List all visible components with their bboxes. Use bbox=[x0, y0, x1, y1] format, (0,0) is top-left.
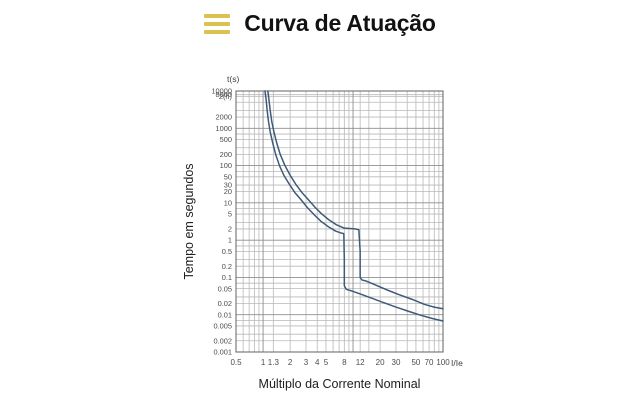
y-tick-label: 1 bbox=[228, 236, 232, 245]
y-tick-label: 2 bbox=[228, 225, 232, 234]
x-tick-label: 12 bbox=[356, 358, 365, 367]
y-tick-label: 2000 bbox=[216, 113, 232, 122]
y-tick-label: 0.001 bbox=[214, 348, 233, 357]
y-tick-label: 10 bbox=[224, 198, 232, 207]
y-tick-label: 0.1 bbox=[222, 273, 232, 282]
y-tick-label: 0.05 bbox=[218, 284, 232, 293]
page-title: Curva de Atuação bbox=[244, 10, 436, 36]
y-tick-label: 10000 bbox=[211, 87, 232, 96]
hamburger-bar-2 bbox=[204, 21, 231, 26]
grid-minor-layer bbox=[235, 91, 443, 352]
x-tick-label: 100 bbox=[436, 358, 450, 367]
y-axis-title: Tempo em segundos bbox=[182, 163, 196, 279]
hamburger-bar-3 bbox=[204, 29, 231, 34]
y-tick-label: 2(h) bbox=[219, 92, 232, 101]
x-tick-label: 0.5 bbox=[230, 358, 242, 367]
hamburger-menu-icon[interactable] bbox=[204, 13, 231, 34]
x-tick-label: 8 bbox=[342, 358, 347, 367]
x-tick-label: 3 bbox=[304, 358, 309, 367]
y-tick-label: 0.01 bbox=[218, 310, 232, 319]
hamburger-bar-1 bbox=[204, 13, 231, 18]
y-tick-label: 1000 bbox=[216, 124, 232, 133]
y-axis-unit-label: t(s) bbox=[227, 74, 240, 84]
upper-boundary-curve bbox=[267, 90, 444, 310]
y-tick-label: 0.002 bbox=[214, 336, 233, 345]
y-tick-label: 500 bbox=[220, 135, 232, 144]
y-tick-label: 30 bbox=[224, 181, 232, 190]
x-tick-label: 30 bbox=[392, 358, 401, 367]
x-axis-unit-label: I/Ie bbox=[451, 358, 463, 368]
y-tick-label: 100 bbox=[220, 161, 232, 170]
y-tick-label: 8000 bbox=[216, 90, 232, 99]
x-tick-label: 50 bbox=[411, 358, 420, 367]
x-tick-label: 1 bbox=[261, 358, 266, 367]
y-tick-label: 5 bbox=[228, 210, 232, 219]
y-tick-label: 20 bbox=[224, 187, 232, 196]
x-axis-title: Múltiplo da Corrente Nominal bbox=[259, 377, 421, 391]
x-tick-label: 1.3 bbox=[268, 358, 280, 367]
trip-curves-layer bbox=[264, 90, 444, 322]
y-tick-label: 0.02 bbox=[218, 299, 232, 308]
x-tick-label: 20 bbox=[376, 358, 385, 367]
trip-curve-chart: 10000 8000 2(h) 2000 1000 500 200 100 50 30 20 10 5 2… bbox=[0, 58, 640, 400]
chart-canvas: 1000080002(h)200010005002001005030201052… bbox=[182, 74, 463, 391]
y-tick-label: 0.005 bbox=[214, 322, 233, 331]
lower-boundary-curve bbox=[264, 90, 444, 322]
x-tick-label: 4 bbox=[315, 358, 320, 367]
x-tick-label: 5 bbox=[324, 358, 329, 367]
app-header: Curva de Atuação bbox=[0, 0, 640, 36]
y-tick-label: 50 bbox=[224, 172, 232, 181]
x-tick-label: 2 bbox=[288, 358, 293, 367]
x-tick-label: 70 bbox=[425, 358, 434, 367]
y-tick-label: 200 bbox=[220, 150, 232, 159]
x-axis-tick-labels: 0.5 1 1.3 2 3 4 5 8 12 20 30 50 70 100 bbox=[230, 358, 450, 367]
y-tick-label: 0.2 bbox=[222, 262, 232, 271]
plot-frame bbox=[235, 90, 444, 353]
y-tick-label: 0.5 bbox=[222, 247, 232, 256]
